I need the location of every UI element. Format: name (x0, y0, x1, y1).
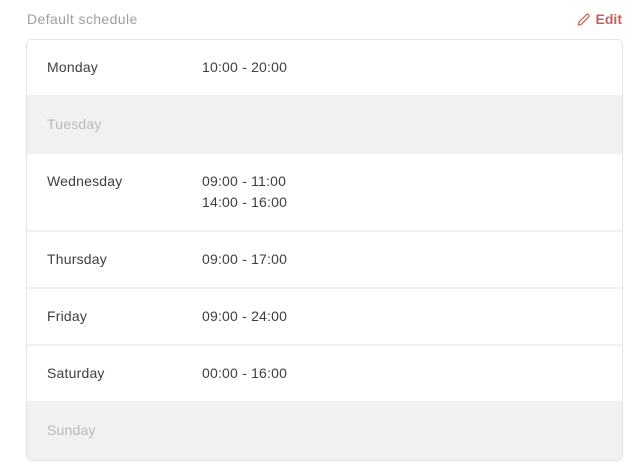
schedule-row: Sunday (27, 403, 622, 460)
time-ranges: 00:00 - 16:00 (202, 363, 287, 384)
schedule-row: Wednesday 09:00 - 11:00 14:00 - 16:00 (27, 154, 622, 232)
schedule-rows: Monday 10:00 - 20:00 Tuesday Wednesday 0… (27, 40, 622, 460)
schedule-row: Tuesday (27, 97, 622, 154)
header-row: Default schedule Edit (26, 11, 623, 28)
time-range: 14:00 - 16:00 (202, 194, 288, 210)
time-range: 00:00 - 16:00 (202, 365, 288, 381)
edit-button[interactable]: Edit (577, 12, 622, 27)
day-label: Monday (47, 59, 99, 75)
time-ranges: 09:00 - 11:00 14:00 - 16:00 (202, 171, 287, 213)
day-label: Friday (47, 308, 88, 324)
time-ranges: 10:00 - 20:00 (202, 57, 287, 78)
time-range: 09:00 - 17:00 (202, 251, 288, 267)
day-label: Sunday (47, 422, 96, 438)
schedule-row: Saturday 00:00 - 16:00 (27, 346, 622, 403)
time-ranges: 09:00 - 17:00 (202, 249, 287, 270)
schedule-row: Monday 10:00 - 20:00 (27, 40, 622, 97)
day-label: Thursday (47, 251, 107, 267)
day-label: Saturday (47, 365, 105, 381)
pencil-icon (577, 13, 590, 26)
day-label: Tuesday (47, 116, 102, 132)
time-ranges: 09:00 - 24:00 (202, 306, 287, 327)
page-title: Default schedule (27, 11, 138, 27)
schedule-row: Thursday 09:00 - 17:00 (27, 232, 622, 289)
time-range: 09:00 - 24:00 (202, 308, 288, 324)
day-label: Wednesday (47, 173, 123, 189)
time-range: 09:00 - 11:00 (202, 173, 287, 189)
edit-label: Edit (595, 11, 622, 27)
schedule-row: Friday 09:00 - 24:00 (27, 289, 622, 346)
schedule-panel: Monday 10:00 - 20:00 Tuesday Wednesday 0… (26, 39, 623, 461)
time-range: 10:00 - 20:00 (202, 59, 288, 75)
